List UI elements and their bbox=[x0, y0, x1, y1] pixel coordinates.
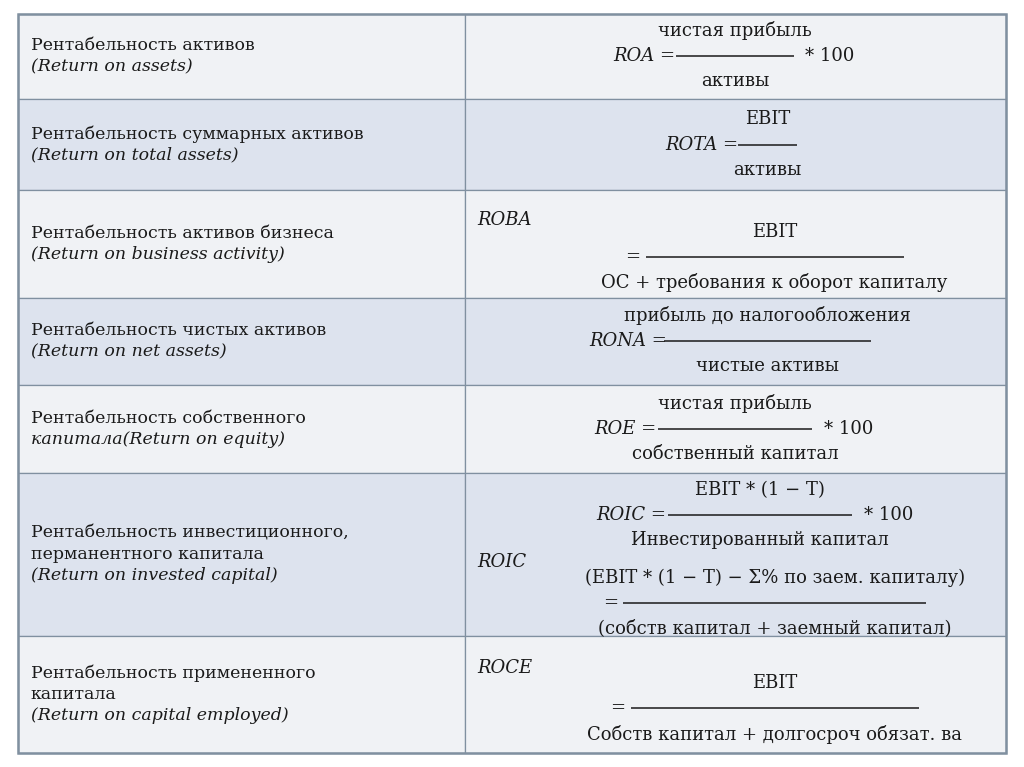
Bar bbox=[465, 14, 1006, 99]
Text: ROCE: ROCE bbox=[477, 660, 532, 677]
Text: (Return on total assets): (Return on total assets) bbox=[31, 146, 239, 164]
Text: Рентабельность активов бизнеса: Рентабельность активов бизнеса bbox=[31, 225, 334, 242]
Bar bbox=[465, 636, 1006, 753]
Text: =: = bbox=[610, 700, 626, 717]
Text: (Return on capital employed): (Return on capital employed) bbox=[31, 707, 289, 724]
Text: * 100: * 100 bbox=[863, 506, 913, 524]
Bar bbox=[18, 636, 465, 753]
Bar bbox=[465, 190, 1006, 298]
Text: капитала: капитала bbox=[31, 686, 117, 703]
Text: ROBA: ROBA bbox=[477, 212, 531, 229]
Text: ROIC =: ROIC = bbox=[597, 506, 667, 524]
Text: Рентабельность собственного: Рентабельность собственного bbox=[31, 410, 305, 426]
Text: перманентного капитала: перманентного капитала bbox=[31, 545, 263, 562]
Text: EBIT: EBIT bbox=[752, 674, 798, 693]
Text: EBIT * (1 − T): EBIT * (1 − T) bbox=[695, 481, 825, 499]
Text: (Return on business activity): (Return on business activity) bbox=[31, 246, 285, 263]
Text: EBIT: EBIT bbox=[744, 110, 791, 129]
Text: активы: активы bbox=[700, 72, 769, 91]
Text: ROA =: ROA = bbox=[613, 48, 676, 65]
Text: (Return on invested capital): (Return on invested capital) bbox=[31, 567, 278, 584]
Text: * 100: * 100 bbox=[823, 420, 873, 438]
Text: Рентабельность активов: Рентабельность активов bbox=[31, 37, 255, 54]
Text: активы: активы bbox=[733, 161, 802, 179]
Text: RONA =: RONA = bbox=[589, 332, 667, 351]
Text: * 100: * 100 bbox=[805, 48, 855, 65]
Text: ОС + требования к оборот капиталу: ОС + требования к оборот капиталу bbox=[601, 273, 948, 292]
Text: собственный капитал: собственный капитал bbox=[632, 445, 839, 463]
Text: ROE =: ROE = bbox=[595, 420, 657, 438]
Text: прибыль до налогообложения: прибыль до налогообложения bbox=[625, 306, 911, 325]
Text: Рентабельность чистых активов: Рентабельность чистых активов bbox=[31, 322, 326, 339]
Text: Собств капитал + долгосроч обязат. ва: Собств капитал + долгосроч обязат. ва bbox=[587, 725, 963, 743]
Bar bbox=[18, 385, 465, 472]
Bar bbox=[18, 298, 465, 385]
Bar bbox=[18, 14, 465, 99]
Bar bbox=[18, 99, 465, 190]
Bar bbox=[465, 472, 1006, 636]
Text: капитала(Return on equity): капитала(Return on equity) bbox=[31, 431, 285, 448]
Bar bbox=[18, 472, 465, 636]
Bar bbox=[465, 298, 1006, 385]
Text: (Return on assets): (Return on assets) bbox=[31, 58, 193, 76]
Text: =: = bbox=[603, 594, 618, 612]
Text: EBIT: EBIT bbox=[752, 222, 798, 241]
Bar bbox=[465, 385, 1006, 472]
Text: Инвестированный капитал: Инвестированный капитал bbox=[632, 531, 889, 549]
Text: ROIC: ROIC bbox=[477, 553, 526, 571]
Text: Рентабельность инвестиционного,: Рентабельность инвестиционного, bbox=[31, 524, 348, 541]
Bar bbox=[18, 190, 465, 298]
Text: Рентабельность суммарных активов: Рентабельность суммарных активов bbox=[31, 125, 364, 143]
Text: =: = bbox=[625, 248, 640, 266]
Text: (Return on net assets): (Return on net assets) bbox=[31, 344, 226, 360]
Text: Рентабельность примененного: Рентабельность примененного bbox=[31, 664, 315, 682]
Text: (EBIT * (1 − T) − Σ% по заем. капиталу): (EBIT * (1 − T) − Σ% по заем. капиталу) bbox=[585, 568, 965, 587]
Text: (собств капитал + заемный капитал): (собств капитал + заемный капитал) bbox=[598, 619, 951, 637]
Text: чистая прибыль: чистая прибыль bbox=[658, 21, 812, 40]
Text: ROTA =: ROTA = bbox=[666, 136, 738, 153]
Text: чистые активы: чистые активы bbox=[696, 357, 839, 376]
Text: чистая прибыль: чистая прибыль bbox=[658, 393, 812, 413]
Bar bbox=[465, 99, 1006, 190]
